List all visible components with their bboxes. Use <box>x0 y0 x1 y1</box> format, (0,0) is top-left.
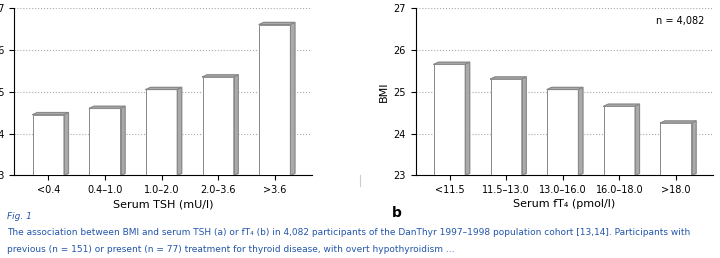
Polygon shape <box>64 112 68 175</box>
Polygon shape <box>120 106 125 175</box>
Polygon shape <box>522 77 526 175</box>
Bar <box>490 79 522 175</box>
Bar <box>202 77 234 175</box>
Polygon shape <box>635 104 639 175</box>
Bar <box>604 106 635 175</box>
Text: n = 4,082: n = 4,082 <box>655 16 704 26</box>
Polygon shape <box>202 75 238 77</box>
Polygon shape <box>465 62 469 175</box>
Polygon shape <box>259 22 295 25</box>
Text: Fig. 1: Fig. 1 <box>7 212 32 221</box>
Polygon shape <box>234 75 238 175</box>
Bar <box>89 108 120 175</box>
Polygon shape <box>89 106 125 108</box>
Polygon shape <box>33 112 68 115</box>
Text: previous (n = 151) or present (n = 77) treatment for thyroid disease, with overt: previous (n = 151) or present (n = 77) t… <box>7 245 455 254</box>
Polygon shape <box>660 121 696 123</box>
Polygon shape <box>177 87 181 175</box>
Polygon shape <box>434 62 469 64</box>
Polygon shape <box>692 121 696 175</box>
Bar <box>434 64 465 175</box>
Bar <box>259 25 290 175</box>
Polygon shape <box>578 87 583 175</box>
Polygon shape <box>146 87 181 90</box>
Bar <box>33 115 64 175</box>
Polygon shape <box>604 104 639 106</box>
Text: b: b <box>392 206 402 220</box>
Polygon shape <box>290 22 295 175</box>
X-axis label: Serum TSH (mU/l): Serum TSH (mU/l) <box>113 199 213 209</box>
X-axis label: Serum fT₄ (pmol/l): Serum fT₄ (pmol/l) <box>513 199 616 209</box>
Bar <box>547 90 578 175</box>
Polygon shape <box>490 77 526 79</box>
Y-axis label: BMI: BMI <box>379 81 390 102</box>
Text: The association between BMI and serum TSH (a) or fT₄ (b) in 4,082 participants o: The association between BMI and serum TS… <box>7 228 690 237</box>
Bar <box>660 123 692 175</box>
Polygon shape <box>547 87 583 90</box>
Bar <box>146 90 177 175</box>
